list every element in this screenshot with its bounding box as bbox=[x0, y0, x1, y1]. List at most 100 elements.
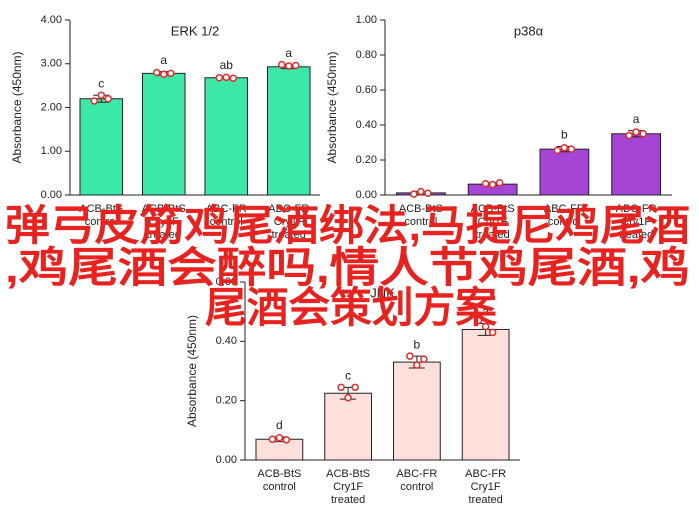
y-tick-label: 4.00 bbox=[41, 14, 62, 26]
replicate-point bbox=[632, 128, 640, 136]
replicate-point bbox=[406, 352, 414, 360]
replicate-point bbox=[639, 130, 647, 138]
y-tick-label: 3.00 bbox=[41, 58, 62, 70]
x-tick-label: control bbox=[210, 216, 243, 228]
x-tick-label: ABC-FR bbox=[616, 203, 657, 215]
significance-letter: c bbox=[98, 76, 104, 90]
y-tick-label: 0.40 bbox=[356, 119, 377, 131]
replicate-point bbox=[337, 383, 345, 392]
x-tick-label: ABC-FR bbox=[544, 203, 585, 215]
significance-letter: a bbox=[285, 46, 292, 60]
x-tick-label: treated bbox=[331, 494, 365, 506]
x-tick-label: ACB-BtS bbox=[471, 203, 515, 215]
y-tick-label: 0.00 bbox=[41, 189, 62, 201]
replicate-point bbox=[222, 73, 230, 82]
replicate-point bbox=[229, 74, 237, 82]
replicate-point bbox=[292, 61, 300, 70]
x-tick-label: control bbox=[85, 216, 118, 228]
y-tick-label: 0.20 bbox=[216, 395, 237, 407]
chart-title: JNK bbox=[370, 285, 395, 300]
x-tick-label: ABC-FR bbox=[396, 468, 437, 480]
replicate-point bbox=[488, 180, 497, 189]
bar bbox=[461, 328, 510, 461]
x-tick-label: Cry1F bbox=[333, 481, 363, 493]
replicate-point bbox=[278, 60, 286, 69]
replicate-point bbox=[410, 190, 418, 198]
replicate-point bbox=[351, 383, 359, 392]
bar bbox=[79, 98, 123, 196]
y-axis-label: Absorbance (450nm) bbox=[10, 51, 24, 163]
x-tick-label: ABC-FR bbox=[465, 468, 506, 480]
x-tick-label: ACB-BtS bbox=[79, 203, 123, 215]
replicate-point bbox=[344, 393, 352, 402]
x-tick-label: ACB-BtS bbox=[257, 468, 301, 480]
bar bbox=[142, 72, 186, 196]
bar bbox=[255, 438, 304, 461]
x-tick-label: treated bbox=[476, 229, 510, 241]
y-tick-label: 0.00 bbox=[216, 454, 237, 466]
bar bbox=[393, 361, 441, 461]
significance-letter: b bbox=[561, 128, 568, 142]
x-tick-label: ACB-BtS bbox=[399, 203, 443, 215]
y-tick-label: 0.80 bbox=[356, 49, 377, 61]
y-tick-label: 0.60 bbox=[356, 84, 377, 96]
x-tick-label: control bbox=[263, 481, 296, 493]
bar bbox=[324, 392, 372, 461]
replicate-point bbox=[90, 97, 98, 105]
y-tick-label: 2.00 bbox=[41, 101, 62, 113]
x-tick-label: ABC-FR bbox=[268, 203, 309, 215]
bar bbox=[204, 77, 248, 196]
replicate-point bbox=[215, 74, 223, 82]
replicate-point bbox=[495, 179, 504, 187]
replicate-point bbox=[282, 436, 291, 444]
replicate-point bbox=[625, 131, 633, 140]
replicate-point bbox=[567, 145, 576, 153]
replicate-point bbox=[553, 146, 562, 155]
x-tick-label: Cry1F bbox=[149, 216, 179, 228]
replicate-point bbox=[160, 70, 168, 78]
significance-letter: a bbox=[633, 112, 640, 126]
x-tick-label: ABC-FR bbox=[206, 203, 247, 215]
x-tick-label: control bbox=[404, 216, 437, 228]
x-tick-label: treated bbox=[469, 494, 503, 506]
replicate-point bbox=[481, 179, 490, 188]
replicate-point bbox=[285, 62, 293, 70]
bar bbox=[267, 66, 311, 196]
chart-title: ERK 1/2 bbox=[171, 23, 219, 38]
significance-letter: a bbox=[482, 305, 489, 319]
chart-title: p38α bbox=[514, 23, 544, 38]
y-tick-label: 1.00 bbox=[41, 145, 62, 157]
x-tick-label: control bbox=[400, 481, 433, 493]
replicate-point bbox=[560, 144, 569, 152]
replicate-point bbox=[413, 361, 421, 369]
replicate-point bbox=[481, 322, 490, 331]
replicate-point bbox=[488, 328, 497, 337]
x-tick-label: Cry1F bbox=[478, 216, 508, 228]
replicate-point bbox=[167, 69, 175, 78]
significance-letter: ab bbox=[220, 58, 234, 72]
x-tick-label: treated bbox=[272, 229, 306, 241]
replicate-point bbox=[424, 189, 432, 197]
y-tick-label: 0.40 bbox=[216, 335, 237, 347]
x-tick-label: treated bbox=[147, 229, 181, 241]
replicate-point bbox=[268, 435, 277, 443]
overlay-text: ,鸡尾酒会醉吗,情人节鸡尾酒,鸡 bbox=[5, 244, 690, 291]
y-tick-label: 0.60 bbox=[216, 276, 237, 288]
significance-letter: b bbox=[414, 337, 421, 351]
overlay-text: 弹弓皮筋鸡尾酒绑法,马提尼鸡尾酒 bbox=[5, 202, 690, 249]
x-tick-label: Cry1F bbox=[621, 216, 651, 228]
y-tick-label: 1.00 bbox=[356, 14, 377, 26]
x-tick-label: treated bbox=[619, 229, 653, 241]
y-axis-label: Absorbance (450nm) bbox=[325, 51, 339, 163]
y-tick-label: 0.00 bbox=[356, 189, 377, 201]
replicate-point bbox=[474, 316, 483, 325]
replicate-point bbox=[420, 355, 428, 363]
x-tick-label: Cry1F bbox=[274, 216, 304, 228]
x-tick-label: ACB-BtS bbox=[326, 468, 370, 480]
replicate-point bbox=[153, 68, 161, 77]
overlay-text: 尾酒会策划方案 bbox=[205, 284, 498, 331]
x-tick-label: ACB-BtS bbox=[142, 203, 186, 215]
replicate-point bbox=[275, 434, 284, 442]
replicate-point bbox=[104, 95, 112, 103]
